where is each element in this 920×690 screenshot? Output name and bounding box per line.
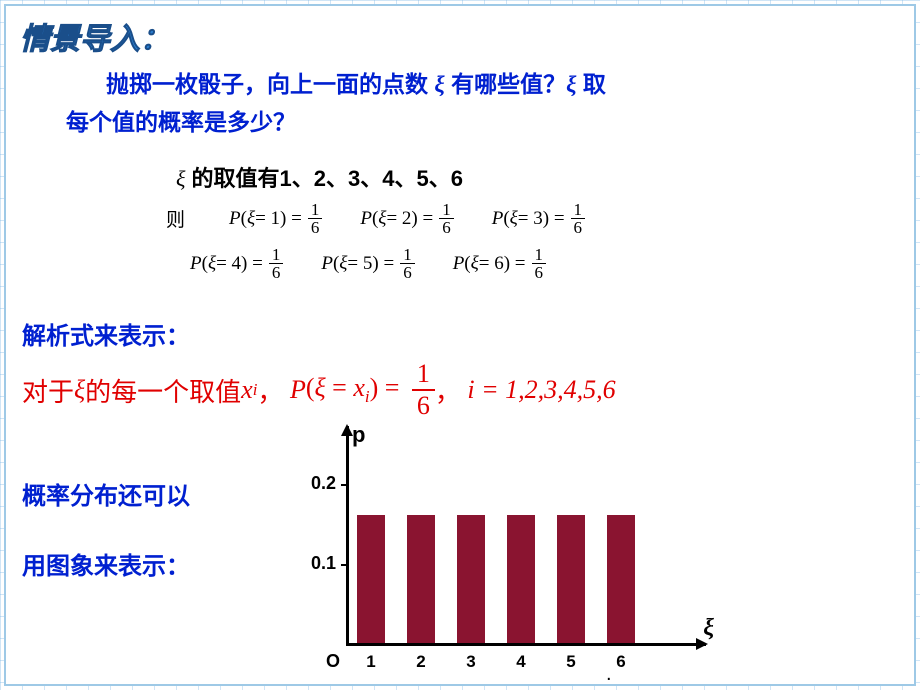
general-formula: 对于ξ的每一个取值xi， P(ξ = xi) = 16， i = 1,2,3,4… <box>22 361 616 419</box>
y-tick <box>341 564 349 566</box>
f-xi: ξ <box>74 375 85 405</box>
q-part1: 抛掷一枚骰子，向上一面的点数 <box>106 71 434 97</box>
bar <box>357 515 385 643</box>
x-tick-label: 3 <box>466 652 475 672</box>
section-graph-label-1: 概率分布还可以 <box>22 476 190 511</box>
f-p1: 对于 <box>22 372 74 409</box>
f-x: x <box>241 375 253 405</box>
values-statement: ξ 的取值有1、2、3、4、5、6 <box>176 161 463 193</box>
p-xi-2: P(ξ = 2) =16 <box>360 201 453 236</box>
x-tick-label: 4 <box>516 652 525 672</box>
q-part3: 取 <box>576 71 605 97</box>
bar <box>507 515 535 643</box>
question-text: 抛掷一枚骰子，向上一面的点数 ξ 有哪些值？ξ 取 每个值的概率是多少？ <box>106 66 854 141</box>
p-xi-6: P(ξ = 6) =16 <box>453 246 546 281</box>
bar <box>557 515 585 643</box>
xi-symbol-2: ξ <box>566 72 576 97</box>
x-axis <box>346 643 706 646</box>
prob-row-2: P(ξ = 4) =16 P(ξ = 5) =16 P(ξ = 6) =16 <box>190 246 585 281</box>
chart-dot: . <box>606 663 612 686</box>
q-part2: 有哪些值？ <box>445 71 566 97</box>
f-eq: (ξ = xi) = <box>306 373 400 407</box>
f-P: P <box>290 375 306 405</box>
y-axis <box>346 426 349 646</box>
x-tick-label: 1 <box>366 652 375 672</box>
bar <box>457 515 485 643</box>
x-tick-label: 5 <box>566 652 575 672</box>
y-tick-label: 0.2 <box>311 473 336 494</box>
f-ieq: i = 1,2,3,4,5,6 <box>467 375 615 405</box>
values-prefix: 的取值有 <box>185 166 279 191</box>
f-p3: ， <box>257 372 283 409</box>
origin-label: O <box>326 651 340 672</box>
p-xi-4: P(ξ = 4) =16 <box>190 246 283 281</box>
slide-inner: 情景导入： 抛掷一枚骰子，向上一面的点数 ξ 有哪些值？ξ 取 每个值的概率是多… <box>4 4 916 686</box>
y-tick-label: 0.1 <box>311 553 336 574</box>
prob-row-1: P(ξ = 1) =16 P(ξ = 2) =16 P(ξ = 3) =16 <box>166 201 585 236</box>
probability-equations: P(ξ = 1) =16 P(ξ = 2) =16 P(ξ = 3) =16 P… <box>166 201 585 291</box>
y-axis-label: p <box>352 422 365 448</box>
y-tick <box>341 484 349 486</box>
q-line2: 每个值的概率是多少？ <box>66 104 296 141</box>
p-xi-3: P(ξ = 3) =16 <box>492 201 585 236</box>
section-graph-label-2: 用图象来表示： <box>22 546 190 581</box>
bar <box>407 515 435 643</box>
x-tick-label: 2 <box>416 652 425 672</box>
values-list: 1、2、3、4、5、6 <box>280 166 463 191</box>
p-xi-5: P(ξ = 5) =16 <box>321 246 414 281</box>
f-p4: ， <box>435 372 461 409</box>
f-p2: 的每一个取值 <box>85 372 241 409</box>
probability-bar-chart: p O ξ . 0.10.2123456 <box>286 426 706 676</box>
bar <box>607 515 635 643</box>
x-axis-label: ξ <box>703 615 714 642</box>
p-xi-1: P(ξ = 1) =16 <box>229 201 322 236</box>
x-tick-label: 6 <box>616 652 625 672</box>
section-intro-title: 情景导入： <box>20 14 170 58</box>
xi-symbol: ξ <box>434 72 444 97</box>
section-formula-label: 解析式来表示： <box>22 316 190 351</box>
f-frac: 16 <box>412 361 435 419</box>
xi-symbol-3: ξ <box>176 166 185 191</box>
